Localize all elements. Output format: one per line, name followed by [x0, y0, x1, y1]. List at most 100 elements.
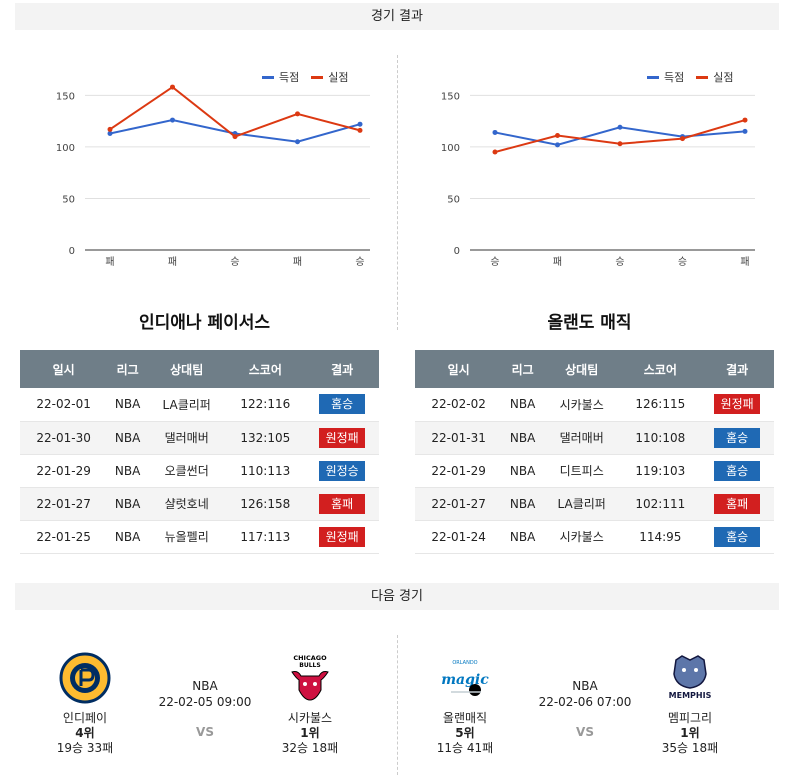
cell-date: 22-01-31 [415, 421, 503, 455]
match-league: NBA [572, 679, 598, 693]
data-point-conceded [170, 84, 175, 90]
data-point-scored [742, 128, 748, 134]
cell-result: 원정패 [305, 421, 379, 455]
team-name: 인디페이 [62, 711, 108, 725]
cell-result: 홈승 [700, 421, 774, 455]
x-tick-label: 패 [168, 256, 177, 268]
table-header-row: 일시 리그 상대팀 스코어 결과 [415, 350, 774, 388]
cell-score: 119:103 [620, 454, 701, 488]
cell-opponent: 샬럿호네 [148, 487, 226, 521]
cell-date: 22-02-02 [415, 388, 503, 422]
team-name: 시카불스 [287, 711, 333, 725]
cell-date: 22-01-27 [20, 487, 108, 521]
svg-text:BULLS: BULLS [299, 662, 320, 669]
table-row: 22-01-25 NBA 뉴올펠리 117:113 원정패 [20, 520, 379, 554]
result-badge: 원정패 [319, 526, 366, 547]
cell-score: 114:95 [620, 520, 701, 554]
home-team: ORLANDO magic 올랜매직 5위 11승 41패 [410, 640, 520, 756]
y-tick-label: 0 [454, 246, 460, 257]
cell-league: NBA [107, 454, 148, 488]
chart-indiana: 득점 실점 0 50 100 150 패 패 승 패 승 [25, 55, 395, 275]
legend-conceded-label: 실점 [713, 71, 734, 84]
cell-date: 22-01-27 [415, 487, 503, 521]
column-header: 결과 [305, 350, 379, 388]
cell-result: 원정패 [305, 520, 379, 554]
x-tick-label: 승 [355, 256, 364, 268]
cell-date: 22-01-30 [20, 421, 108, 455]
column-header: 스코어 [620, 350, 701, 388]
table-row: 22-01-31 NBA 댈러매버 110:108 홈승 [415, 421, 774, 455]
team-rank: 5위 [455, 726, 475, 740]
data-point-conceded [232, 134, 238, 140]
cell-opponent: 오클썬더 [148, 454, 226, 488]
next-match-orlando: ORLANDO magic 올랜매직 5위 11승 41패 NBA 22-02-… [410, 640, 760, 770]
team-rank: 4위 [75, 726, 95, 740]
cell-result: 원정패 [700, 388, 774, 422]
cell-result: 원정승 [305, 454, 379, 488]
cell-result: 홈패 [305, 487, 379, 521]
table-row: 22-01-27 NBA LA클리퍼 102:111 홈패 [415, 487, 774, 521]
legend-conceded-label: 실점 [328, 71, 349, 84]
column-header: 일시 [20, 350, 108, 388]
cell-league: NBA [502, 487, 543, 521]
home-team: 인디페이 4위 19승 33패 [30, 640, 140, 756]
x-tick-label: 패 [740, 256, 749, 268]
team-name: 멤피그리 [667, 711, 713, 725]
cell-date: 22-02-01 [20, 388, 108, 422]
results-table-indiana: 일시 리그 상대팀 스코어 결과 22-02-01 NBA LA클리퍼 122:116 홈승 22… [20, 350, 379, 554]
team-name: 올랜매직 [442, 711, 488, 725]
cell-result: 홈패 [700, 487, 774, 521]
legend-swatch-scored [262, 75, 274, 79]
data-point-scored [492, 129, 498, 135]
magic-logo-icon: ORLANDO magic [441, 660, 489, 696]
cell-score: 110:113 [225, 454, 306, 488]
svg-text:ORLANDO: ORLANDO [452, 660, 477, 666]
chart-legend: 득점 실점 [262, 69, 349, 85]
cell-league: NBA [107, 388, 148, 422]
result-badge: 원정승 [319, 460, 366, 481]
result-badge: 홈승 [714, 427, 761, 448]
data-point-scored [170, 117, 175, 123]
cell-league: NBA [502, 388, 543, 422]
series-line-conceded [109, 85, 361, 138]
team-title-indiana: 인디애나 페이서스 [138, 313, 271, 333]
cell-score: 102:111 [620, 487, 701, 521]
data-point-conceded [617, 141, 623, 147]
chart-divider [397, 55, 398, 330]
data-point-conceded [357, 127, 363, 133]
svg-text:CHICAGO: CHICAGO [293, 654, 327, 662]
vs-label: VS [576, 725, 594, 739]
y-tick-label: 100 [441, 143, 460, 154]
svg-text:MEMPHIS: MEMPHIS [669, 691, 712, 700]
bulls-logo-icon: CHICAGO BULLS [291, 654, 329, 701]
legend-swatch-conceded [311, 75, 324, 79]
result-badge: 홈승 [319, 394, 366, 415]
team-record: 19승 33패 [56, 741, 114, 755]
column-header: 리그 [502, 350, 543, 388]
cell-opponent: LA클리퍼 [148, 388, 226, 422]
cell-opponent: LA클리퍼 [543, 487, 621, 521]
cell-score: 110:108 [620, 421, 701, 455]
chart-orlando: 득점 실점 0 50 100 150 승 패 승 승 패 [410, 55, 780, 275]
cell-opponent: 뉴올펠리 [148, 520, 226, 554]
cell-league: NBA [502, 421, 543, 455]
results-section-header: 경기 결과 [15, 3, 779, 30]
y-tick-label: 50 [447, 194, 460, 205]
cell-date: 22-01-29 [415, 454, 503, 488]
y-tick-label: 0 [69, 246, 75, 257]
x-tick-label: 승 [230, 256, 239, 268]
y-tick-label: 150 [56, 91, 75, 102]
result-badge: 원정패 [319, 427, 366, 448]
result-badge: 홈승 [714, 526, 761, 547]
x-tick-label: 승 [615, 256, 624, 268]
next-match-divider [397, 635, 398, 775]
svg-text:magic: magic [441, 672, 489, 688]
legend-conceded: 실점 [311, 69, 349, 85]
cell-league: NBA [502, 520, 543, 554]
x-tick-label: 승 [490, 256, 499, 268]
result-badge: 홈패 [319, 493, 366, 514]
x-tick-label: 승 [678, 256, 687, 268]
y-tick-label: 50 [62, 194, 75, 205]
data-point-conceded [742, 117, 748, 123]
next-match-section-header: 다음 경기 [15, 583, 779, 610]
